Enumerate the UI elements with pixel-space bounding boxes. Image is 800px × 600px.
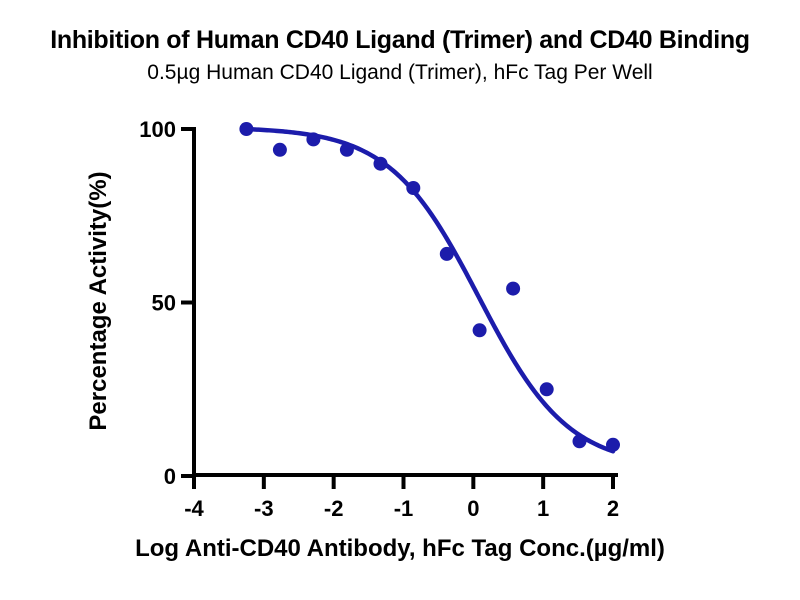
x-tick-label: -2 <box>324 496 344 521</box>
data-point <box>239 122 254 136</box>
y-tick-label: 0 <box>164 464 176 489</box>
data-point <box>606 437 620 452</box>
y-tick-label: 50 <box>152 291 176 316</box>
data-point <box>272 142 287 157</box>
x-tick-label: 2 <box>607 496 619 521</box>
fit-curve <box>244 126 616 454</box>
x-tick-label: 0 <box>467 496 479 521</box>
data-point <box>506 281 521 296</box>
chart-subtitle: 0.5µg Human CD40 Ligand (Trimer), hFc Ta… <box>147 61 653 84</box>
data-point <box>472 323 487 338</box>
data-point <box>439 246 454 261</box>
chart-title: Inhibition of Human CD40 Ligand (Trimer)… <box>50 26 750 54</box>
data-point <box>539 382 554 397</box>
data-point <box>373 156 388 171</box>
x-tick-label: -4 <box>184 496 204 521</box>
x-axis-title: Log Anti-CD40 Antibody, hFc Tag Conc.(µg… <box>135 535 665 562</box>
data-point <box>339 142 354 157</box>
data-point <box>406 181 421 195</box>
x-tick-label: -3 <box>254 496 274 521</box>
data-point <box>572 434 587 449</box>
x-tick-label: 1 <box>537 496 549 521</box>
y-tick-label: 100 <box>139 117 176 142</box>
data-point <box>306 132 321 147</box>
x-tick-label: -1 <box>394 496 414 521</box>
